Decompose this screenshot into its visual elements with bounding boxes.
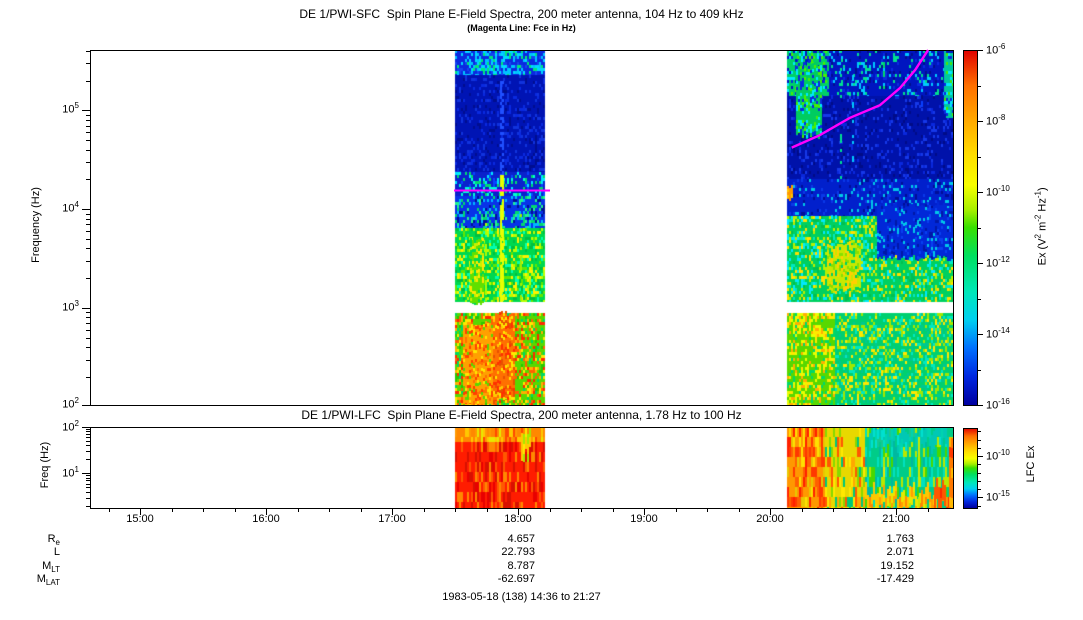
footer-date-range: 1983-05-18 (138) 14:36 to 21:27	[442, 591, 601, 603]
sfc-spectrogram-canvas	[90, 50, 953, 405]
x-tick-label: 19:00	[630, 513, 658, 525]
sfc-colorbar-tick-label: 10-10	[986, 184, 1010, 199]
lfc-y-tick-label: 102	[62, 419, 79, 434]
ephemeris-value: 8.787	[507, 560, 535, 572]
lfc-panel-title: DE 1/PWI-LFC Spin Plane E-Field Spectra,…	[301, 408, 742, 422]
ephemeris-value: -62.697	[497, 573, 535, 585]
sfc-panel-subtitle: (Magenta Line: Fce in Hz)	[467, 23, 576, 33]
ephemeris-value: 1.763	[886, 533, 914, 545]
lfc-colorbar	[963, 428, 977, 508]
sfc-colorbar-tick-label: 10-8	[986, 113, 1006, 128]
sfc-y-tick-label: 105	[62, 101, 79, 116]
sfc-panel-title: DE 1/PWI-SFC Spin Plane E-Field Spectra,…	[299, 7, 744, 21]
sfc-y-tick-label: 104	[62, 200, 79, 215]
lfc-spectrogram-canvas	[90, 427, 953, 508]
sfc-y-tick-label: 103	[62, 299, 79, 314]
ephemeris-row-label: Re	[47, 533, 60, 548]
x-tick-label: 21:00	[882, 513, 910, 525]
sfc-colorbar	[963, 50, 977, 405]
ephemeris-value: 19.152	[880, 560, 914, 572]
lfc-colorbar-tick-label: 10-15	[986, 489, 1010, 504]
x-tick-label: 18:00	[504, 513, 532, 525]
ephemeris-value: 4.657	[507, 533, 535, 545]
x-tick-label: 15:00	[126, 513, 154, 525]
ephemeris-value: 2.071	[886, 546, 914, 558]
sfc-colorbar-tick-label: 10-6	[986, 42, 1006, 57]
ephemeris-row-label: L	[53, 546, 60, 558]
sfc-colorbar-tick-label: 10-16	[986, 397, 1010, 412]
ephemeris-row-label: MLT	[42, 560, 60, 575]
ephemeris-value: 22.793	[501, 546, 535, 558]
ephemeris-row-label: MLAT	[36, 573, 60, 588]
x-tick-label: 16:00	[252, 513, 280, 525]
x-tick-label: 17:00	[378, 513, 406, 525]
lfc-colorbar-tick-label: 10-10	[986, 448, 1010, 463]
ephemeris-value: -17.429	[876, 573, 914, 585]
sfc-y-tick-label: 102	[62, 396, 79, 411]
x-tick-label: 20:00	[756, 513, 784, 525]
sfc-colorbar-tick-label: 10-12	[986, 255, 1010, 270]
lfc-y-tick-label: 101	[62, 465, 79, 480]
sfc-colorbar-tick-label: 10-14	[986, 326, 1010, 341]
